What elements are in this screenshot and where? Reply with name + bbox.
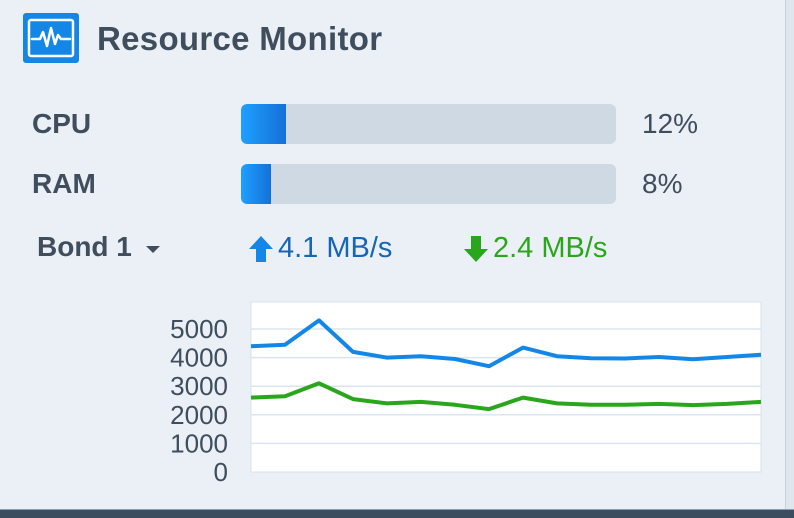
arrow-up-icon <box>249 235 273 262</box>
ram-usage-fill <box>241 164 271 204</box>
cpu-usage-bar <box>241 104 616 144</box>
cpu-usage-value: 12% <box>642 108 699 139</box>
arrow-down-icon <box>464 235 488 262</box>
widget-title: Resource Monitor <box>97 20 383 57</box>
widget-header: Resource Monitor <box>0 0 785 80</box>
ram-usage-value: 8% <box>642 168 683 199</box>
network-interface-dropdown[interactable]: Bond 1 <box>37 229 160 265</box>
y-tick-label: 2000 <box>170 400 228 430</box>
chevron-down-icon <box>145 245 160 253</box>
download-rate: 2.4 MB/s <box>463 232 607 265</box>
network-throughput-chart: 5000 4000 3000 2000 1000 0 <box>150 296 770 486</box>
upload-rate-value: 4.1 MB/s <box>278 232 393 264</box>
ram-label: RAM <box>32 168 96 199</box>
download-series-line <box>250 381 762 412</box>
y-tick-label: 5000 <box>170 314 228 344</box>
y-tick-label: 4000 <box>170 343 228 373</box>
taskbar-strip <box>0 509 794 518</box>
activity-monitor-icon <box>23 13 79 63</box>
y-tick-label: 0 <box>214 457 228 486</box>
download-rate-value: 2.4 MB/s <box>493 232 608 264</box>
cpu-usage-fill <box>241 104 286 144</box>
upload-rate: 4.1 MB/s <box>248 232 392 265</box>
upload-series-line <box>250 318 762 369</box>
panel-edge <box>786 0 794 509</box>
network-interface-label: Bond 1 <box>37 231 132 262</box>
ram-usage-bar <box>241 164 616 204</box>
resource-monitor-widget: Resource Monitor CPU 12% RAM 8% Bond 1 4… <box>0 0 786 509</box>
cpu-label: CPU <box>32 108 92 139</box>
y-tick-label: 1000 <box>170 428 228 458</box>
y-tick-label: 3000 <box>170 371 228 401</box>
